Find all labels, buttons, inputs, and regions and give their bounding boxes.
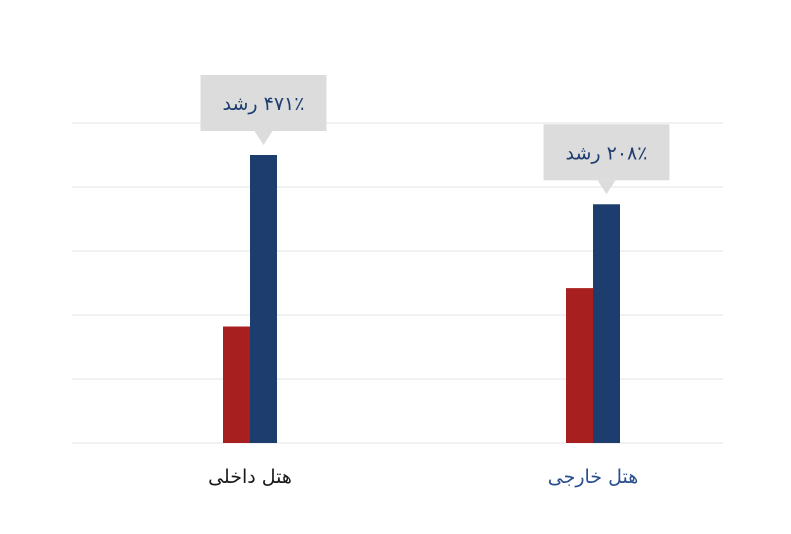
callout-arrow bbox=[254, 131, 273, 145]
callout-label: ۴۷۱٪ رشد bbox=[223, 93, 305, 115]
gridlines bbox=[72, 122, 723, 444]
growth-callout: ۴۷۱٪ رشد bbox=[200, 75, 327, 145]
callout-arrow bbox=[597, 180, 616, 195]
bar-series-2 bbox=[250, 155, 277, 443]
callout-box bbox=[543, 124, 670, 181]
callout-label: ۲۰۸٪ رشد bbox=[566, 142, 648, 164]
growth-callouts: ۴۷۱٪ رشد ۲۰۸٪ رشد bbox=[200, 75, 670, 195]
bar-series-2 bbox=[593, 204, 620, 443]
bar-series-1 bbox=[566, 288, 593, 443]
callout-box bbox=[200, 75, 327, 131]
bars bbox=[223, 155, 620, 443]
bar-series-1 bbox=[223, 326, 250, 443]
category-label: هتل خارجی bbox=[548, 466, 638, 488]
category-label: هتل داخلی bbox=[208, 466, 292, 488]
category-labels: هتل داخلی هتل خارجی bbox=[208, 466, 638, 488]
growth-callout: ۲۰۸٪ رشد bbox=[543, 124, 670, 195]
